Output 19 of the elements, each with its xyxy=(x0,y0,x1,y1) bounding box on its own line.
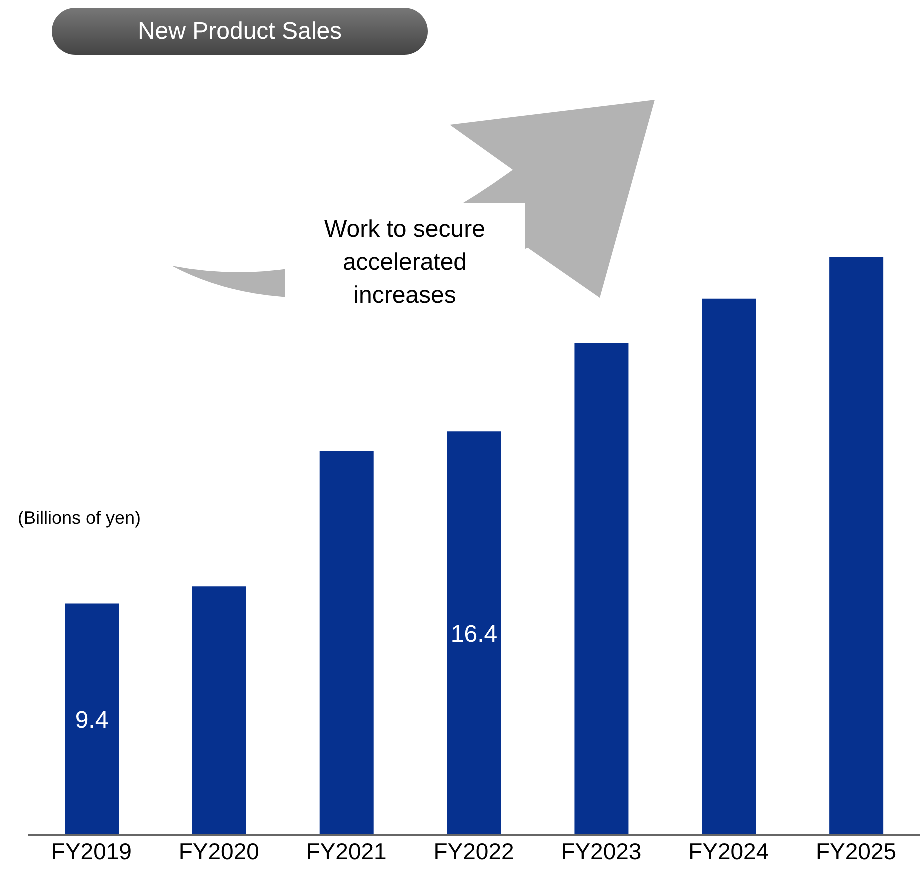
x-tick-label: FY2023 xyxy=(561,838,642,864)
annotation: Work to secure accelerated increases xyxy=(324,215,486,311)
bar xyxy=(702,298,756,835)
chart-title: New Product Sales xyxy=(52,8,428,55)
bar xyxy=(574,343,629,835)
bar xyxy=(830,257,884,835)
x-tick-label: FY2019 xyxy=(51,838,132,864)
x-tick-label: FY2020 xyxy=(178,838,260,864)
x-tick-label: FY2022 xyxy=(434,838,514,864)
x-tick-label: FY2025 xyxy=(816,838,897,864)
bar xyxy=(65,604,119,835)
bar xyxy=(447,432,502,835)
bar xyxy=(192,586,246,835)
bar xyxy=(320,451,374,835)
data-label: 9.4 xyxy=(75,706,109,734)
data-label: 16.4 xyxy=(450,620,498,648)
x-tick-label: FY2021 xyxy=(306,838,387,864)
y-axis-title: (Billions of yen) xyxy=(18,508,142,529)
x-tick-label: FY2024 xyxy=(688,838,770,864)
